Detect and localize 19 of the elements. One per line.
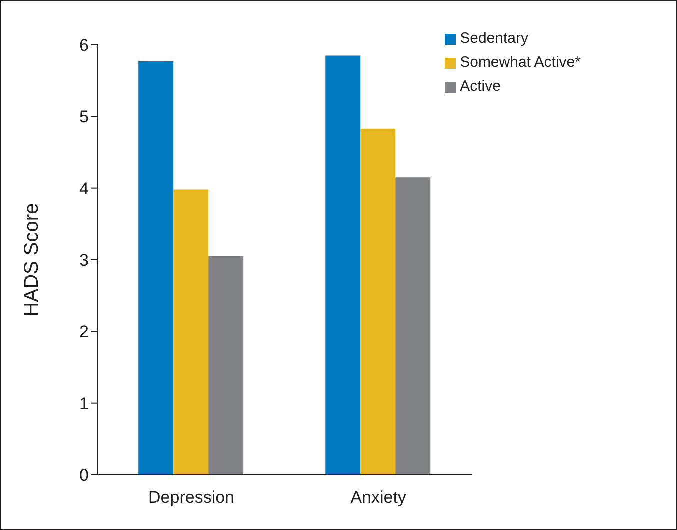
bar — [208, 256, 244, 475]
y-tick-label: 3 — [80, 251, 89, 270]
y-tick-label: 2 — [80, 322, 89, 342]
legend-label: Active — [460, 78, 501, 95]
legend-label: Sedentary — [460, 30, 528, 47]
y-tick-label: 5 — [80, 108, 89, 127]
bar — [360, 128, 396, 475]
y-tick-label: 0 — [80, 466, 89, 486]
bar — [138, 61, 174, 475]
legend-label: Somewhat Active* — [460, 54, 581, 71]
y-tick-label: 6 — [80, 36, 89, 56]
bar — [396, 178, 431, 475]
bar — [174, 190, 209, 475]
x-tick-label: Depression — [148, 488, 235, 508]
y-tick-label: 4 — [80, 179, 89, 198]
y-tick-label: 1 — [80, 394, 89, 414]
bar — [326, 56, 361, 475]
x-tick-label: Anxiety — [350, 488, 407, 508]
y-axis-title: HADS Score — [21, 203, 44, 317]
